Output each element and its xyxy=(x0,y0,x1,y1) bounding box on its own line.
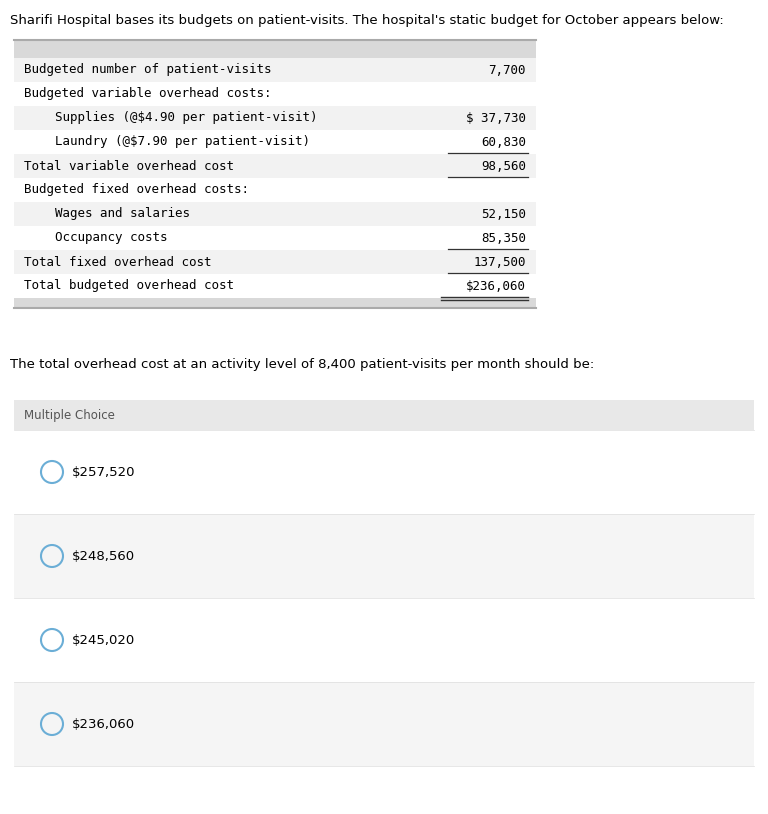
Bar xyxy=(14,130,536,154)
Text: Laundry (@$7.90 per patient-visit): Laundry (@$7.90 per patient-visit) xyxy=(40,135,310,148)
Text: Multiple Choice: Multiple Choice xyxy=(24,409,115,422)
Bar xyxy=(14,598,754,682)
Text: $236,060: $236,060 xyxy=(72,717,135,730)
Text: Total budgeted overhead cost: Total budgeted overhead cost xyxy=(24,279,234,292)
Text: $245,020: $245,020 xyxy=(72,633,135,646)
Bar xyxy=(14,226,536,250)
Text: The total overhead cost at an activity level of 8,400 patient-visits per month s: The total overhead cost at an activity l… xyxy=(10,358,594,371)
Text: 60,830: 60,830 xyxy=(481,135,526,148)
Text: Wages and salaries: Wages and salaries xyxy=(40,208,190,221)
Text: $ 37,730: $ 37,730 xyxy=(466,112,526,125)
Text: $257,520: $257,520 xyxy=(72,466,135,479)
Text: Total fixed overhead cost: Total fixed overhead cost xyxy=(24,256,211,269)
Text: 7,700: 7,700 xyxy=(488,63,526,77)
Text: $248,560: $248,560 xyxy=(72,549,135,562)
Text: Budgeted number of patient-visits: Budgeted number of patient-visits xyxy=(24,63,272,77)
Text: Supplies (@$4.90 per patient-visit): Supplies (@$4.90 per patient-visit) xyxy=(40,112,317,125)
Bar xyxy=(14,400,754,430)
Bar xyxy=(14,82,536,106)
Text: Total variable overhead cost: Total variable overhead cost xyxy=(24,160,234,173)
Bar xyxy=(14,682,754,766)
Bar xyxy=(14,106,536,130)
Bar xyxy=(14,58,536,82)
Bar xyxy=(14,202,536,226)
Text: Budgeted fixed overhead costs:: Budgeted fixed overhead costs: xyxy=(24,183,249,196)
Bar xyxy=(14,154,536,178)
Text: 137,500: 137,500 xyxy=(474,256,526,269)
Bar xyxy=(14,430,754,514)
Text: Budgeted variable overhead costs:: Budgeted variable overhead costs: xyxy=(24,87,272,100)
Text: 85,350: 85,350 xyxy=(481,231,526,244)
Text: $236,060: $236,060 xyxy=(466,279,526,292)
Text: Sharifi Hospital bases its budgets on patient-visits. The hospital's static budg: Sharifi Hospital bases its budgets on pa… xyxy=(10,14,723,27)
Bar xyxy=(14,40,536,58)
Text: 98,560: 98,560 xyxy=(481,160,526,173)
Text: 52,150: 52,150 xyxy=(481,208,526,221)
Text: Occupancy costs: Occupancy costs xyxy=(40,231,167,244)
Bar xyxy=(14,514,754,598)
Bar xyxy=(14,274,536,298)
Bar xyxy=(14,178,536,202)
Bar xyxy=(14,250,536,274)
Bar xyxy=(14,298,536,308)
